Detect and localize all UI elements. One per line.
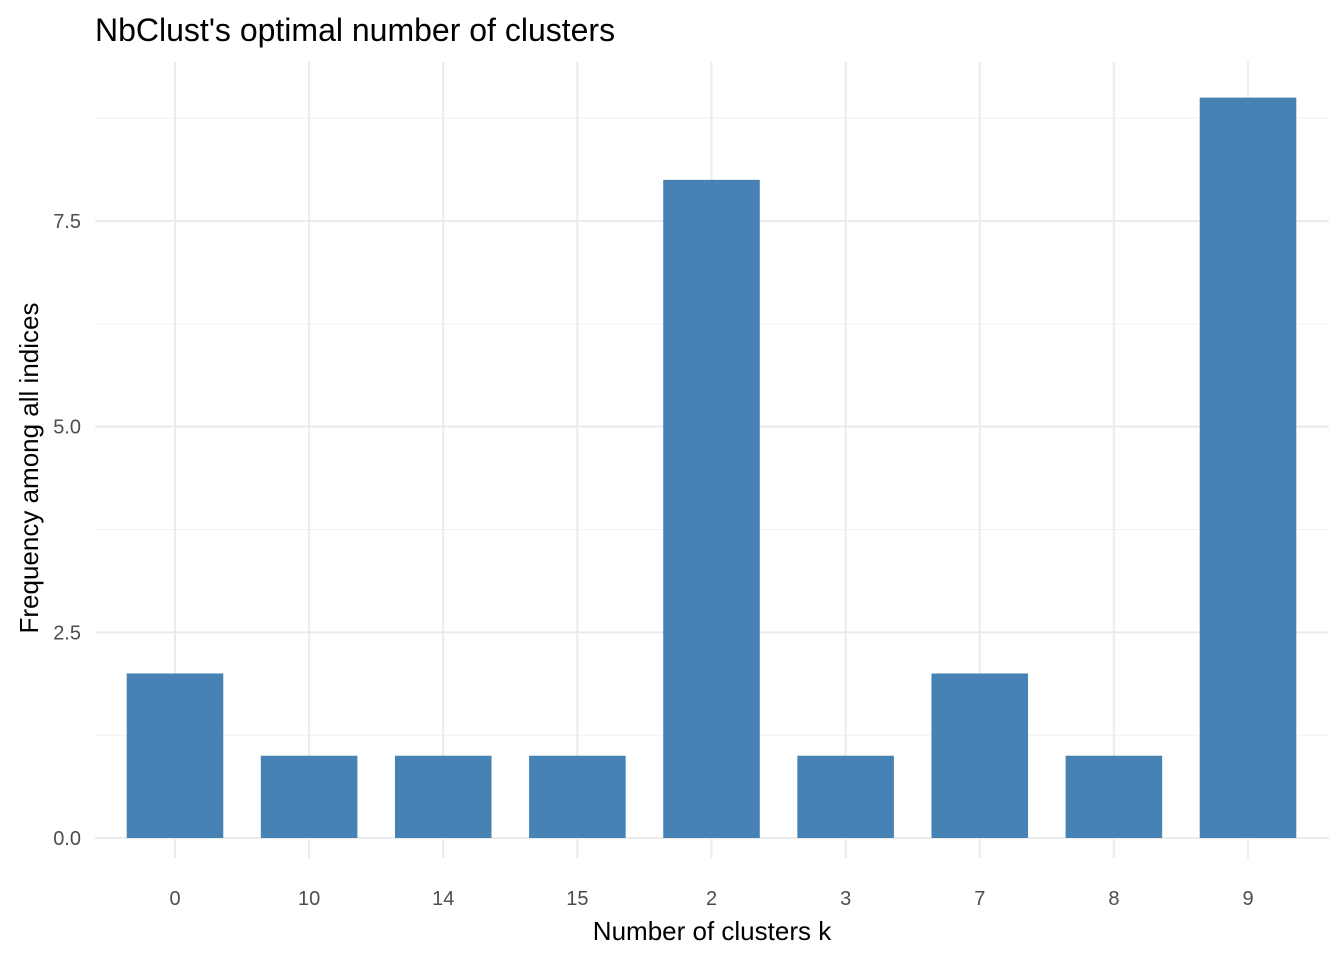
x-axis-tick-labels: 0 10 14 15 2 3 7 8 9: [169, 888, 1253, 910]
bar-8: [1065, 755, 1163, 838]
y-axis-tick-labels: 0.0 2.5 5.0 7.5: [53, 211, 81, 850]
bar-15: [529, 755, 626, 838]
bar-9: [1199, 97, 1297, 839]
bar-14: [394, 755, 492, 838]
bar-10: [260, 755, 358, 838]
x-tick-label: 14: [432, 888, 454, 910]
bars: [126, 97, 1297, 839]
y-tick-label: 2.5: [53, 622, 81, 644]
x-tick-label: 2: [706, 888, 717, 910]
bar-3: [797, 755, 894, 838]
y-tick-label: 5.0: [53, 417, 81, 439]
y-axis-title: Frequency among all indices: [14, 303, 44, 634]
bar-7: [931, 673, 1029, 838]
x-tick-label: 3: [840, 888, 851, 910]
x-tick-label: 8: [1108, 888, 1119, 910]
bar-0: [126, 673, 224, 838]
x-tick-label: 10: [298, 888, 320, 910]
x-tick-label: 9: [1242, 888, 1253, 910]
y-tick-label: 0.0: [53, 828, 81, 850]
chart-title: NbClust's optimal number of clusters: [95, 12, 615, 48]
x-tick-label: 15: [566, 888, 588, 910]
y-tick-label: 7.5: [53, 211, 81, 233]
x-tick-label: 7: [974, 888, 985, 910]
x-tick-label: 0: [169, 888, 180, 910]
x-axis-title: Number of clusters k: [593, 916, 832, 946]
bar-2: [663, 179, 760, 838]
